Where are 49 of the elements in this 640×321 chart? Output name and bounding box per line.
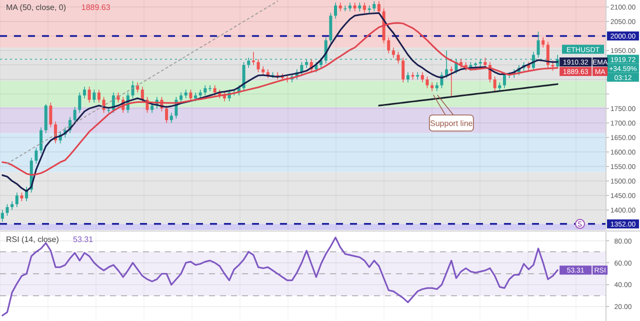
candlestick	[40, 126, 43, 154]
candlestick	[34, 147, 38, 164]
candlestick	[377, 0, 380, 15]
candlestick	[551, 60, 554, 72]
candlestick	[49, 102, 52, 128]
candlestick	[450, 66, 453, 98]
annotation: 1889.63	[81, 3, 111, 12]
candlestick	[92, 89, 96, 104]
candlestick	[208, 84, 212, 92]
candlestick	[536, 31, 540, 58]
candlestick	[416, 72, 420, 80]
candlestick	[493, 76, 496, 92]
candlestick	[15, 192, 18, 208]
candlestick	[502, 72, 506, 89]
line-series	[6, 0, 278, 164]
candlestick	[242, 62, 246, 92]
candlestick	[362, 2, 366, 14]
candlestick	[131, 80, 134, 99]
candlestick	[420, 72, 424, 83]
line-series	[378, 83, 558, 106]
candlestick	[334, 2, 338, 19]
candlestick	[406, 72, 410, 83]
candlestick	[387, 37, 390, 54]
candlestick	[78, 92, 82, 114]
annotation: MA (50, close, 0)	[6, 3, 66, 12]
candlestick	[73, 106, 76, 124]
candlestick	[165, 105, 168, 124]
candlestick	[97, 89, 100, 104]
candlestick	[426, 76, 429, 89]
candlestick	[542, 37, 545, 48]
candlestick	[88, 86, 91, 104]
candlestick	[392, 47, 395, 58]
candlestick	[82, 86, 86, 99]
candlestick	[402, 57, 405, 83]
candlestick	[150, 102, 154, 114]
candlestick	[256, 58, 260, 73]
candlestick	[170, 112, 173, 124]
candlestick	[6, 204, 9, 216]
candlestick	[396, 52, 400, 64]
candlestick	[320, 57, 323, 68]
candlestick	[204, 84, 207, 96]
candlestick	[0, 210, 4, 222]
candlestick	[140, 86, 144, 104]
annotation: Support line	[430, 118, 474, 128]
candlestick	[252, 52, 255, 66]
candlestick	[372, 0, 376, 12]
annotation: 53.31	[73, 235, 94, 244]
annotation: RSI (14, close)	[6, 235, 60, 244]
candlestick	[213, 84, 216, 96]
